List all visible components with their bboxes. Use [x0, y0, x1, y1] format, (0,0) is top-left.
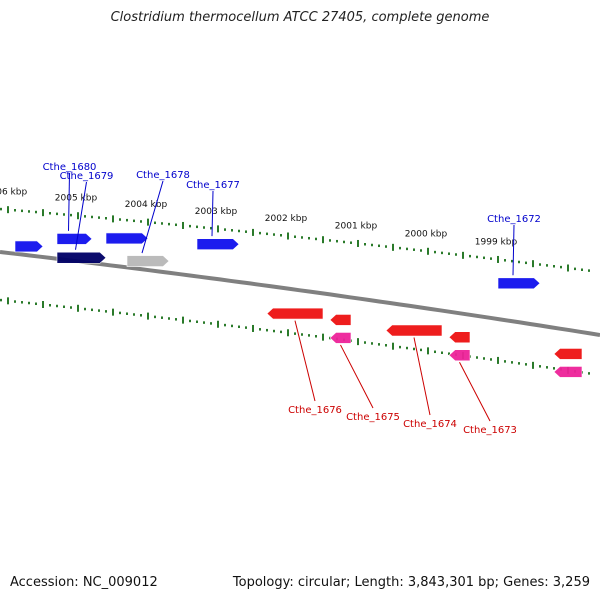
reverse-gene-label: Cthe_1675 [346, 412, 400, 423]
forward-scale-ticks: 2006 kbp 2005 kbp 2004 kbp 2003 kbp 2002 kbp… [0, 188, 590, 272]
scale-tick-label: 2003 kbp [195, 207, 238, 217]
reverse-gene-arrow [329, 332, 352, 344]
forward-gene-arrow [14, 240, 44, 253]
reverse-gene-leader [413, 337, 431, 416]
scale-tick-label: 2006 kbp [0, 188, 27, 198]
forward-gene-label: Cthe_1677 [186, 180, 240, 191]
reverse-gene-leader [340, 344, 374, 409]
forward-gene-label: Cthe_1679 [60, 171, 114, 182]
genome-title: Clostridium thermocellum ATCC 27405, com… [110, 10, 490, 25]
reverse-gene-label: Cthe_1674 [403, 419, 457, 430]
forward-gene-arrow [497, 277, 541, 290]
scale-tick-label: 2004 kbp [125, 200, 168, 210]
forward-gene-label: Cthe_1672 [487, 214, 541, 225]
topology-text: Topology: circular; Length: 3,843,301 bp… [232, 575, 590, 590]
scale-tick-label: 2000 kbp [405, 229, 448, 239]
scale-tick-label: 1999 kbp [475, 237, 518, 247]
reverse-gene-leader [294, 320, 316, 402]
reverse-gene-arrow [385, 324, 443, 337]
gene-features [14, 232, 583, 378]
forward-gene-arrow [105, 232, 149, 245]
reverse-gene-label: Cthe_1673 [463, 425, 517, 436]
reverse-gene-arrow [553, 366, 583, 378]
genome-backbone [0, 250, 600, 337]
reverse-gene-label: Cthe_1676 [288, 405, 342, 416]
reverse-gene-arrow [448, 349, 471, 362]
reverse-gene-arrow [448, 331, 471, 344]
reverse-gene-leader [459, 362, 491, 422]
scale-tick-label: 2005 kbp [55, 194, 98, 204]
forward-gene-label: Cthe_1678 [136, 170, 190, 181]
forward-gene-arrow [196, 238, 240, 250]
forward-gene-arrow [56, 233, 93, 245]
reverse-gene-arrow [329, 314, 352, 326]
forward-gene-leader [211, 190, 214, 237]
forward-gene-leader [141, 180, 164, 254]
forward-gene-label: Cthe_1680 [43, 162, 97, 173]
scale-tick-label: 2002 kbp [265, 214, 308, 224]
forward-gene-arrow [126, 255, 170, 267]
forward-gene-leader [512, 224, 515, 276]
scale-tick-label: 2001 kbp [335, 221, 378, 231]
reverse-gene-arrow [553, 348, 583, 360]
forward-gene-arrow [56, 251, 107, 264]
forward-gene-leader [68, 172, 70, 231]
forward-gene-leader [75, 181, 87, 250]
accession-text: Accession: NC_009012 [10, 575, 158, 590]
reverse-gene-arrow [266, 307, 324, 320]
